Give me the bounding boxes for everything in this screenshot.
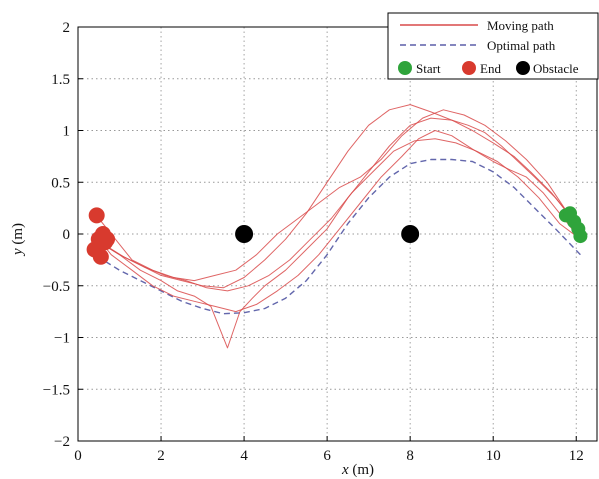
y-tick-label: 2 (63, 20, 71, 36)
end-marker (88, 207, 105, 224)
legend-obstacle-marker (516, 61, 530, 75)
moving-path-line (102, 104, 573, 289)
legend-start-marker (398, 61, 412, 75)
moving-path-line (106, 138, 581, 292)
y-tick-label: 0.5 (51, 175, 70, 191)
obstacle-marker (235, 225, 254, 243)
legend-end-marker (462, 61, 476, 75)
markers-group (86, 206, 588, 265)
x-tick-label: 0 (74, 448, 82, 464)
end-marker (94, 226, 111, 242)
x-tick-label: 4 (240, 448, 248, 464)
end-marker (92, 248, 109, 265)
x-axis-label: x (m) (341, 462, 374, 478)
legend: Moving path Optimal path Start End Obsta… (387, 12, 599, 80)
y-tick-label: 1 (63, 124, 71, 140)
legend-obstacle-label: Obstacle (533, 61, 579, 76)
y-tick-label: −2 (54, 434, 70, 450)
y-tick-label: −1.5 (43, 382, 70, 398)
x-tick-label: 12 (569, 448, 584, 464)
y-tick-label: 1.5 (51, 72, 70, 88)
start-marker (563, 206, 578, 221)
legend-optimal-path-label: Optimal path (487, 38, 556, 53)
y-axis-label: y (m) (10, 223, 26, 257)
x-tick-label: 2 (157, 448, 165, 464)
x-tick-label: 10 (486, 448, 501, 464)
legend-start-label: Start (416, 61, 441, 76)
start-marker (573, 229, 588, 244)
y-tick-label: −0.5 (43, 279, 70, 295)
legend-box (387, 12, 599, 80)
y-tick-label: 0 (63, 227, 71, 243)
optimal-path-line (102, 158, 581, 315)
legend-end-label: End (480, 61, 501, 76)
legend-moving-path-label: Moving path (487, 18, 554, 33)
moving-path-line (102, 117, 577, 349)
tick-labels: 0 2 4 6 8 10 12 −2 −1.5 −1 −0.5 0 0.5 1 1.5 2 (43, 20, 584, 464)
ticks (77, 26, 577, 442)
obstacle-marker (401, 225, 420, 243)
x-tick-label: 8 (406, 448, 414, 464)
x-tick-label: 6 (323, 448, 331, 464)
y-tick-label: −1 (54, 331, 70, 347)
series-group (98, 104, 581, 349)
